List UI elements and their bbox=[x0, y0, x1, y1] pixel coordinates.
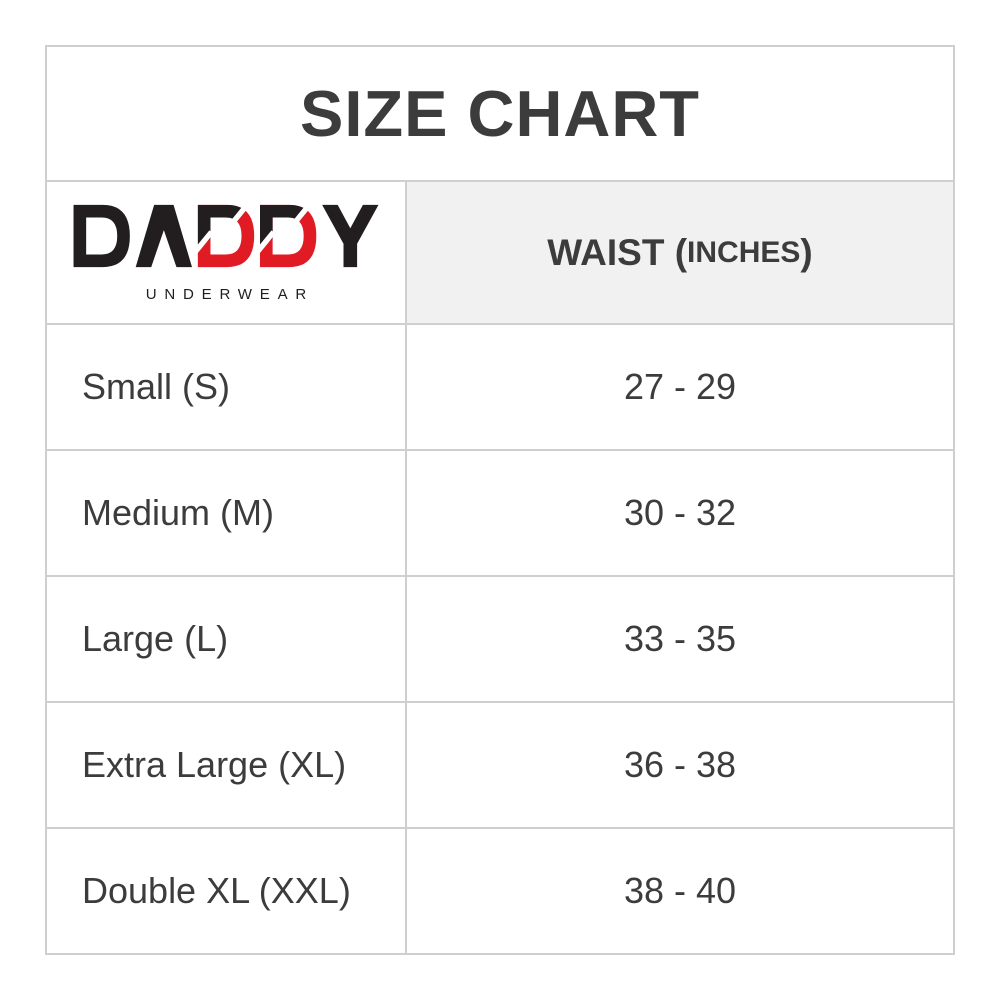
waist-cell: 36 - 38 bbox=[405, 703, 953, 827]
header-row: UNDERWEAR WAIST (INCHES) bbox=[47, 180, 953, 323]
waist-range: 38 - 40 bbox=[623, 870, 737, 911]
waist-header-suffix: ) bbox=[800, 231, 813, 273]
waist-range: 33 - 35 bbox=[623, 618, 737, 659]
size-cell: Medium (M) bbox=[47, 451, 405, 575]
daddy-underwear-logo: UNDERWEAR bbox=[73, 202, 379, 303]
logo-letter-d2 bbox=[191, 202, 255, 268]
size-cell: Double XL (XXL) bbox=[47, 829, 405, 953]
table-row: Extra Large (XL) 36 - 38 bbox=[47, 701, 953, 827]
waist-cell: 38 - 40 bbox=[405, 829, 953, 953]
logo-letter-d2-slashes bbox=[191, 202, 253, 256]
size-label: Medium (M) bbox=[82, 492, 275, 533]
waist-header-cell: WAIST (INCHES) bbox=[405, 182, 953, 323]
waist-header-prefix: WAIST ( bbox=[547, 231, 688, 273]
size-label: Extra Large (XL) bbox=[82, 744, 347, 785]
table-row: Small (S) 27 - 29 bbox=[47, 323, 953, 449]
logo-letter-a bbox=[135, 204, 193, 268]
table-row: Large (L) 33 - 35 bbox=[47, 575, 953, 701]
waist-range: 36 - 38 bbox=[623, 744, 737, 785]
logo-letter-d3-slashes bbox=[254, 202, 315, 256]
page-title: SIZE CHART bbox=[300, 77, 700, 150]
size-cell: Small (S) bbox=[47, 325, 405, 449]
logo-letter-d3 bbox=[254, 202, 317, 268]
waist-range: 27 - 29 bbox=[623, 366, 737, 407]
size-cell: Large (L) bbox=[47, 577, 405, 701]
waist-header-unit: INCHES bbox=[687, 235, 801, 269]
title-row: SIZE CHART bbox=[47, 47, 953, 180]
table-row: Double XL (XXL) 38 - 40 bbox=[47, 827, 953, 953]
waist-cell: 33 - 35 bbox=[405, 577, 953, 701]
logo-letter-y bbox=[322, 204, 379, 268]
size-chart-table: SIZE CHART bbox=[45, 45, 955, 955]
logo-word-daddy bbox=[73, 202, 379, 268]
waist-cell: 27 - 29 bbox=[405, 325, 953, 449]
logo-subtext: UNDERWEAR bbox=[146, 286, 314, 303]
waist-cell: 30 - 32 bbox=[405, 451, 953, 575]
size-label: Double XL (XXL) bbox=[82, 870, 351, 911]
size-label: Small (S) bbox=[82, 366, 231, 407]
waist-range: 30 - 32 bbox=[623, 492, 737, 533]
brand-logo-cell: UNDERWEAR bbox=[47, 182, 405, 323]
size-cell: Extra Large (XL) bbox=[47, 703, 405, 827]
table-row: Medium (M) 30 - 32 bbox=[47, 449, 953, 575]
logo-letter-d1 bbox=[73, 204, 130, 268]
size-label: Large (L) bbox=[82, 618, 229, 659]
